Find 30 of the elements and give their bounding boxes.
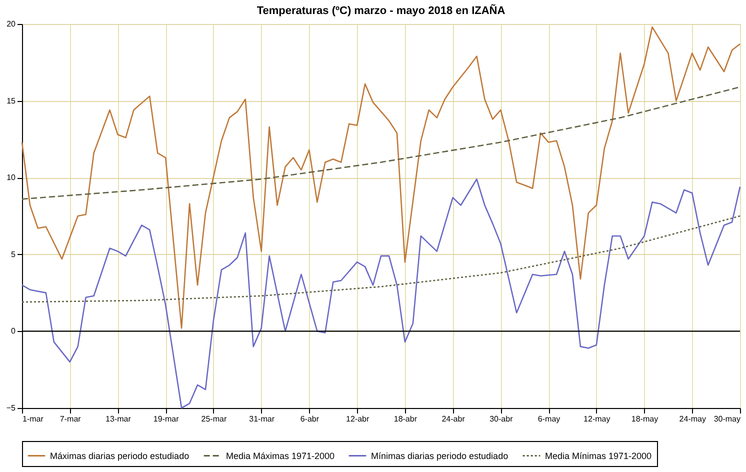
y-tick-label: −5 bbox=[6, 404, 16, 412]
legend-label: Mínimas diarias periodo estudiado bbox=[371, 450, 508, 461]
x-tick-label: 30-abr bbox=[490, 414, 514, 424]
x-tick-label: 19-mar bbox=[153, 414, 180, 424]
x-tick-label: 12-may bbox=[584, 414, 610, 424]
x-tick-label: 30-may bbox=[714, 414, 740, 424]
x-tick-label: 24-may bbox=[679, 414, 706, 424]
line-series bbox=[21, 215, 741, 303]
x-tick-label: 31-mar bbox=[249, 414, 275, 424]
x-tick-label: 18-abr bbox=[394, 414, 418, 424]
line-series bbox=[21, 26, 741, 329]
legend-label: Máximas diarias periodo estudiado bbox=[50, 450, 190, 461]
y-tick-label: 10 bbox=[6, 173, 16, 182]
x-tick-label: 7-mar bbox=[60, 414, 82, 424]
x-tick-label: 24-abr bbox=[442, 414, 466, 424]
legend-label: Media Máximas 1971-2000 bbox=[226, 450, 335, 461]
chart-title: Temperaturas (ºC) marzo - mayo 2018 en IZAÑA bbox=[256, 4, 506, 17]
y-tick-label: 15 bbox=[6, 96, 16, 106]
x-tick-label: 13-mar bbox=[106, 414, 132, 424]
x-tick-label: 18-may bbox=[631, 414, 658, 424]
x-tick-label: 6-abr bbox=[300, 414, 320, 424]
y-tick-label: 20 bbox=[6, 20, 16, 28]
y-tick-label: 0 bbox=[11, 326, 16, 336]
x-tick-label: 6-may bbox=[538, 414, 560, 424]
legend-label: Media Mínimas 1971-2000 bbox=[545, 450, 652, 461]
line-series bbox=[21, 86, 741, 200]
y-tick-label: 5 bbox=[11, 250, 16, 259]
x-tick-label: 25-mar bbox=[201, 414, 227, 424]
x-tick-label: 1-mar bbox=[22, 414, 44, 424]
x-tick-label: 12-abr bbox=[346, 414, 370, 424]
